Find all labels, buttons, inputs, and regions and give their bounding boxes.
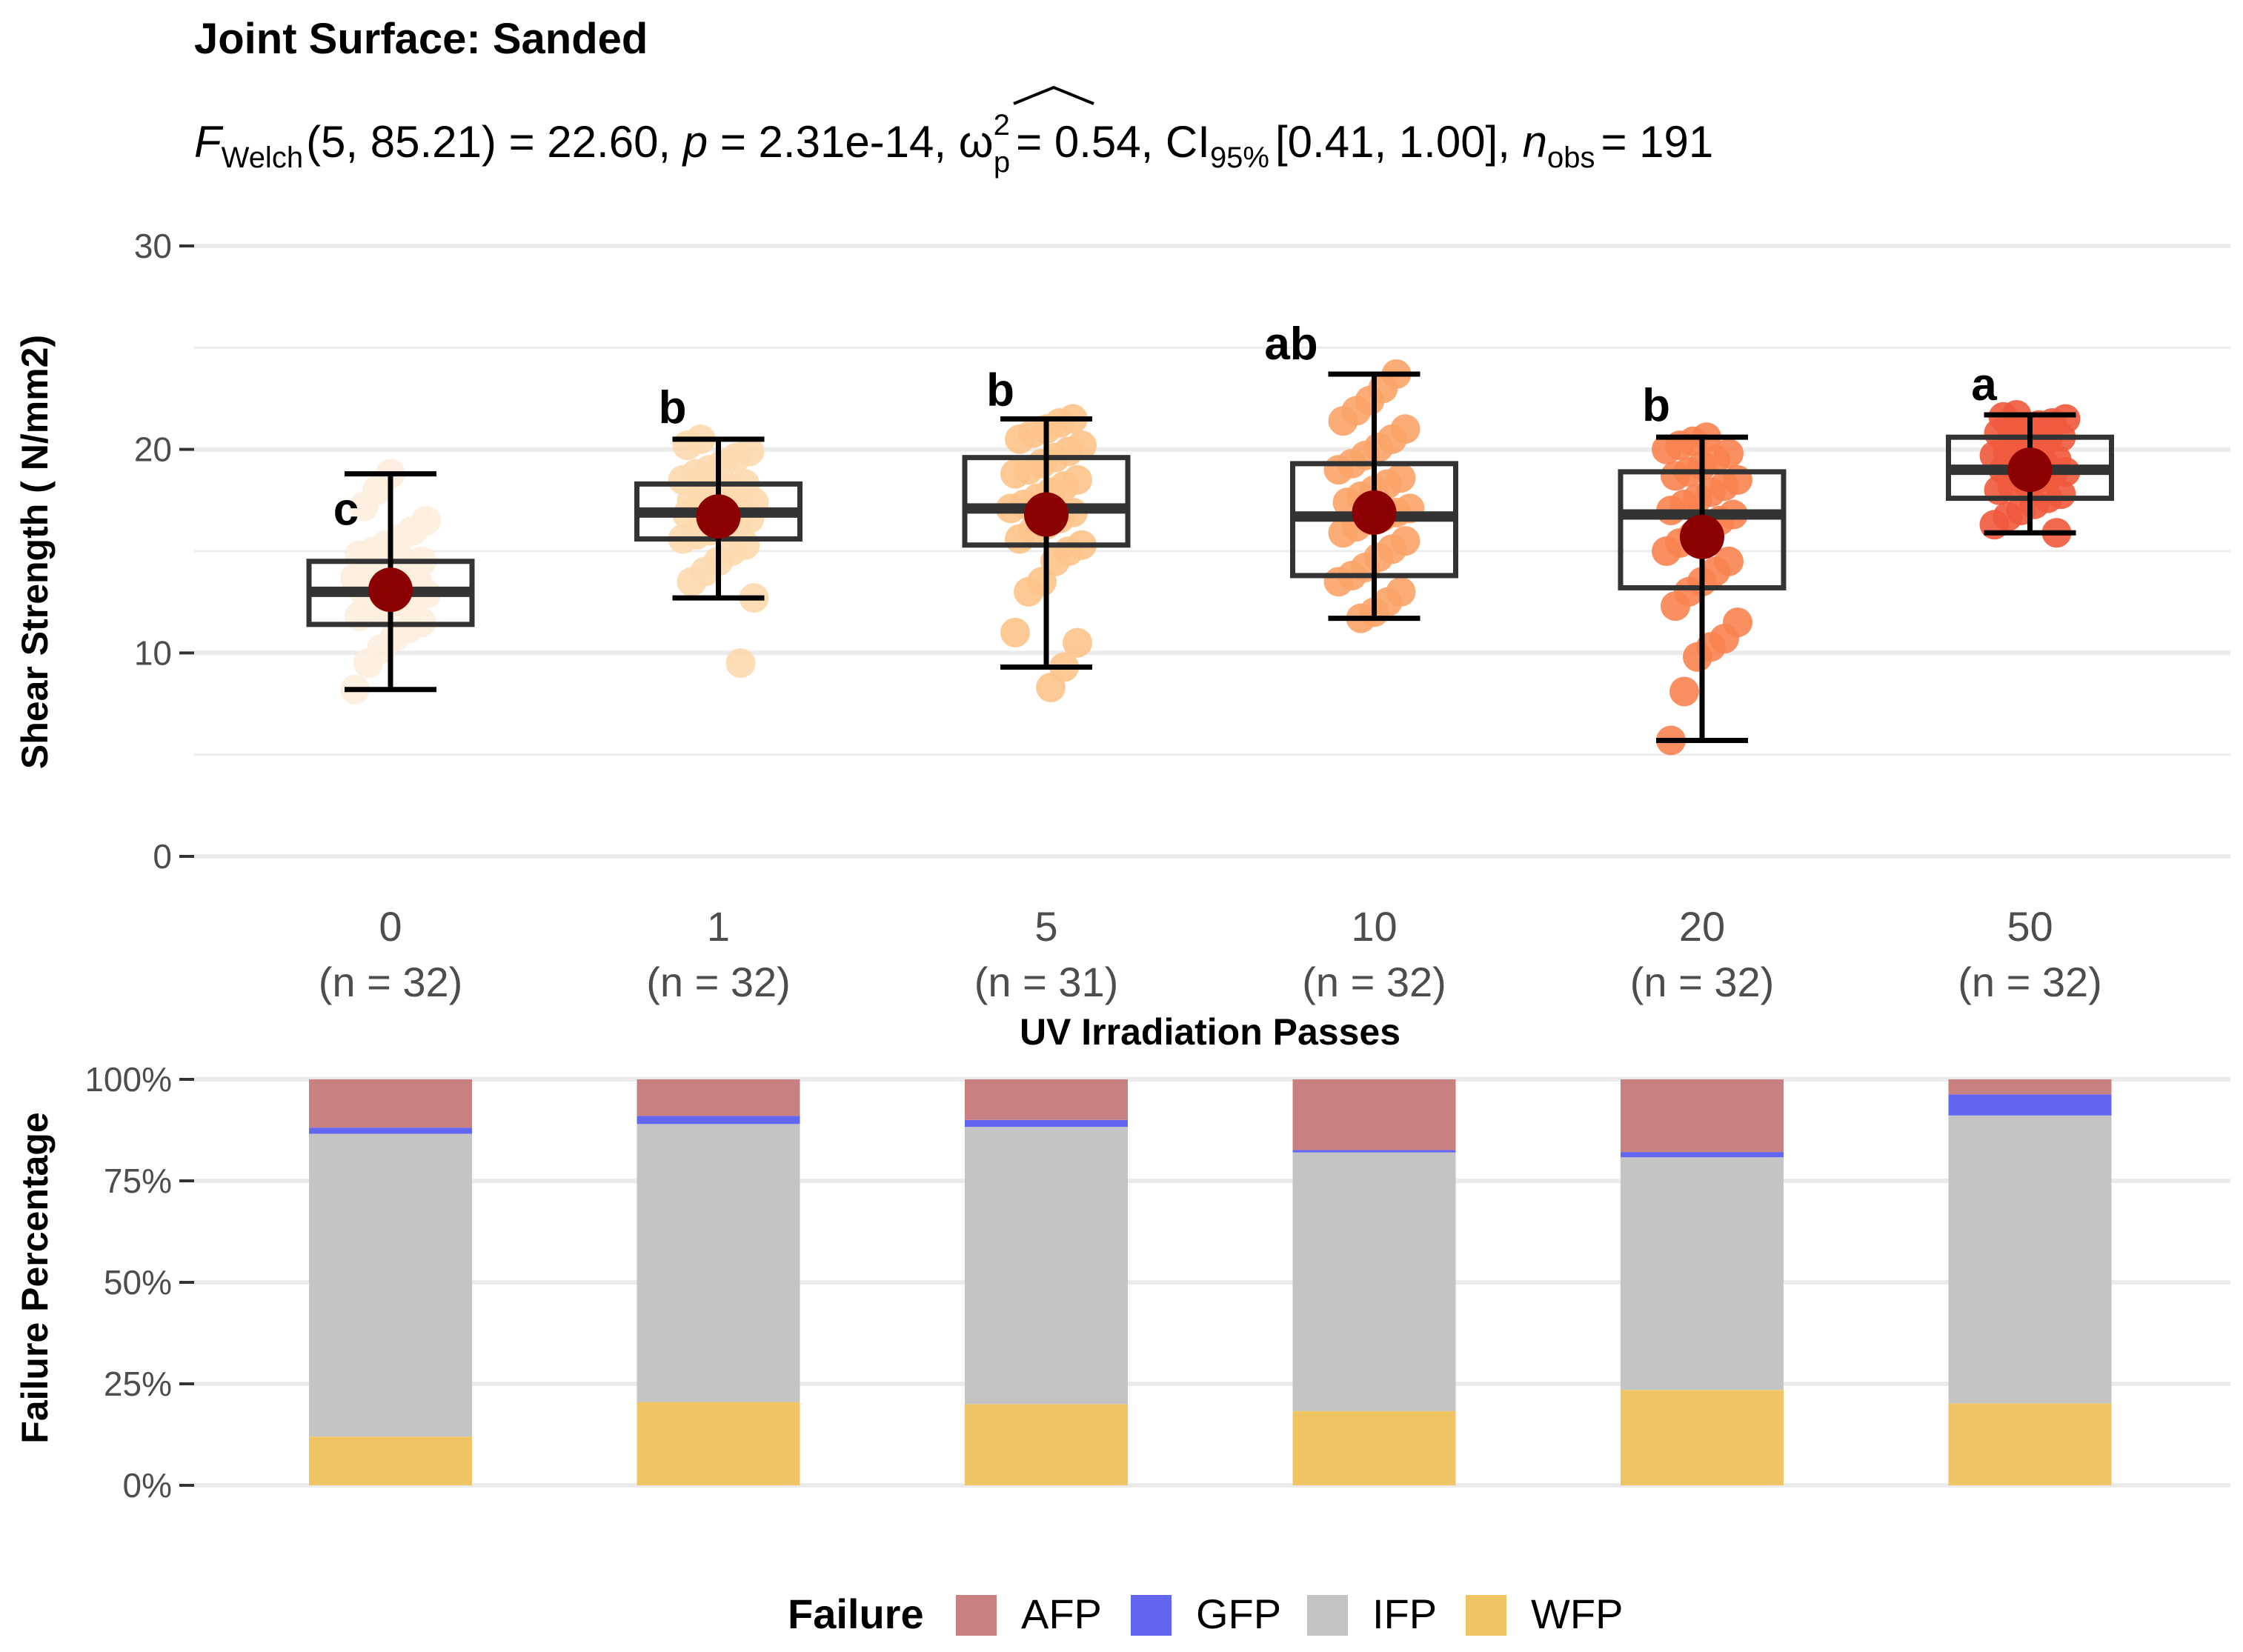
legend-swatch-wfp	[1466, 1595, 1506, 1636]
bar-segment-afp	[637, 1079, 800, 1116]
bar-segment-gfp	[637, 1116, 800, 1125]
bottom-y-tick-label: 100%	[84, 1060, 172, 1099]
x-axis-title: UV Irradiation Passes	[1020, 1011, 1400, 1053]
group-letter: ab	[1264, 319, 1317, 370]
legend-label-ifp: IFP	[1372, 1591, 1437, 1637]
x-tick-n-label: (n = 32)	[1302, 959, 1446, 1005]
bar-segment-wfp	[637, 1402, 800, 1485]
bottom-y-tick-label: 0%	[123, 1466, 172, 1505]
data-point	[1714, 439, 1744, 469]
bar-segment-gfp	[1948, 1094, 2112, 1116]
bar-segment-ifp	[637, 1124, 800, 1402]
bar-segment-gfp	[1292, 1150, 1456, 1153]
x-tick-label: 5	[1034, 903, 1057, 950]
bar-segment-afp	[1292, 1079, 1456, 1150]
legend-swatch-ifp	[1307, 1595, 1348, 1636]
group-letter: c	[333, 484, 359, 535]
bottom-y-ticks: 0% 25% 50% 75% 100%	[84, 1060, 194, 1505]
x-tick-label: 50	[2007, 903, 2053, 950]
x-tick-label: 1	[707, 903, 730, 950]
bottom-y-tick-label: 75%	[104, 1162, 172, 1200]
bar-segment-ifp	[309, 1133, 472, 1437]
data-point	[734, 436, 765, 467]
chart-subtitle: FWelch(5, 85.21) = 22.60, p = 2.31e-14, …	[194, 109, 1713, 179]
x-tick-label: 10	[1351, 903, 1397, 950]
top-y-tick-label: 0	[153, 837, 172, 876]
bottom-y-axis-title: Failure Percentage	[14, 1112, 56, 1443]
group-letter: a	[1971, 359, 1997, 410]
bar-segment-gfp	[309, 1128, 472, 1134]
legend-swatch-gfp	[1131, 1595, 1172, 1636]
legend: Failure AFP GFP IFP WFP	[788, 1591, 1623, 1637]
data-point	[1723, 607, 1752, 638]
top-boxplot-area: c b b ab b a	[306, 319, 2114, 756]
top-y-tick-label: 20	[134, 430, 172, 469]
data-point	[1386, 463, 1416, 493]
legend-label-afp: AFP	[1021, 1591, 1102, 1637]
x-tick-label: 0	[379, 903, 402, 950]
top-y-ticks: 0 10 20 30	[134, 227, 194, 876]
x-tick-n-label: (n = 32)	[1630, 959, 1775, 1005]
data-point	[1714, 546, 1744, 576]
data-point	[1386, 576, 1416, 607]
omega-hat-mark	[1013, 85, 1094, 105]
data-point	[725, 648, 756, 679]
bar-segment-gfp	[1621, 1152, 1784, 1158]
group-letter: b	[659, 382, 687, 433]
mean-point	[1024, 492, 1069, 537]
bottom-stacked-bars	[309, 1079, 2112, 1485]
bar-segment-afp	[965, 1079, 1128, 1120]
x-tick-n-label: (n = 32)	[319, 959, 463, 1005]
top-gridlines	[194, 244, 2230, 859]
x-tick-n-label: (n = 31)	[974, 959, 1119, 1005]
data-point	[2050, 404, 2081, 434]
top-y-axis-title: Shear Strength ( N/mm2)	[14, 335, 56, 769]
data-point	[1669, 676, 1699, 707]
bar-segment-wfp	[1621, 1390, 1784, 1485]
bar-segment-wfp	[309, 1436, 472, 1485]
x-tick-n-label: (n = 32)	[646, 959, 791, 1005]
bar-segment-ifp	[1621, 1157, 1784, 1390]
bar-segment-ifp	[965, 1127, 1128, 1405]
group-letter: b	[986, 364, 1014, 416]
bar-segment-wfp	[1292, 1410, 1456, 1485]
bottom-gridlines	[194, 1077, 2230, 1488]
mean-point	[1680, 514, 1724, 559]
legend-label-wfp: WFP	[1531, 1591, 1623, 1637]
mean-point	[2007, 447, 2053, 493]
top-x-ticks: 0 (n = 32) 1 (n = 32) 5 (n = 31) 10 (n = 32) 20 (…	[319, 903, 2102, 1005]
x-tick-label: 20	[1679, 903, 1725, 950]
bar-segment-ifp	[1292, 1152, 1456, 1411]
x-tick-n-label: (n = 32)	[1958, 959, 2102, 1005]
bar-segment-ifp	[1948, 1115, 2112, 1404]
data-point	[1063, 627, 1092, 658]
bar-segment-afp	[1621, 1079, 1784, 1153]
bar-segment-wfp	[1948, 1403, 2112, 1485]
top-y-tick-label: 10	[134, 633, 172, 672]
data-point	[1067, 430, 1097, 461]
bar-segment-wfp	[965, 1404, 1128, 1485]
mean-point	[368, 567, 413, 613]
top-y-tick-label: 30	[134, 227, 172, 265]
data-point	[1390, 414, 1420, 444]
mean-point	[696, 494, 741, 539]
bottom-y-tick-label: 50%	[104, 1263, 172, 1302]
bar-segment-gfp	[965, 1119, 1128, 1128]
data-point	[1390, 526, 1420, 556]
data-point	[1063, 464, 1092, 495]
legend-label-gfp: GFP	[1196, 1591, 1281, 1637]
group-letter: b	[1642, 380, 1670, 431]
bottom-y-tick-label: 25%	[104, 1365, 172, 1403]
data-point	[1000, 617, 1030, 647]
bar-segment-afp	[309, 1079, 472, 1128]
legend-title: Failure	[788, 1591, 924, 1637]
mean-point	[1352, 490, 1397, 535]
chart-title: Joint Surface: Sanded	[194, 15, 648, 63]
data-point	[411, 505, 441, 536]
legend-swatch-afp	[956, 1595, 997, 1636]
bar-segment-afp	[1948, 1079, 2112, 1095]
